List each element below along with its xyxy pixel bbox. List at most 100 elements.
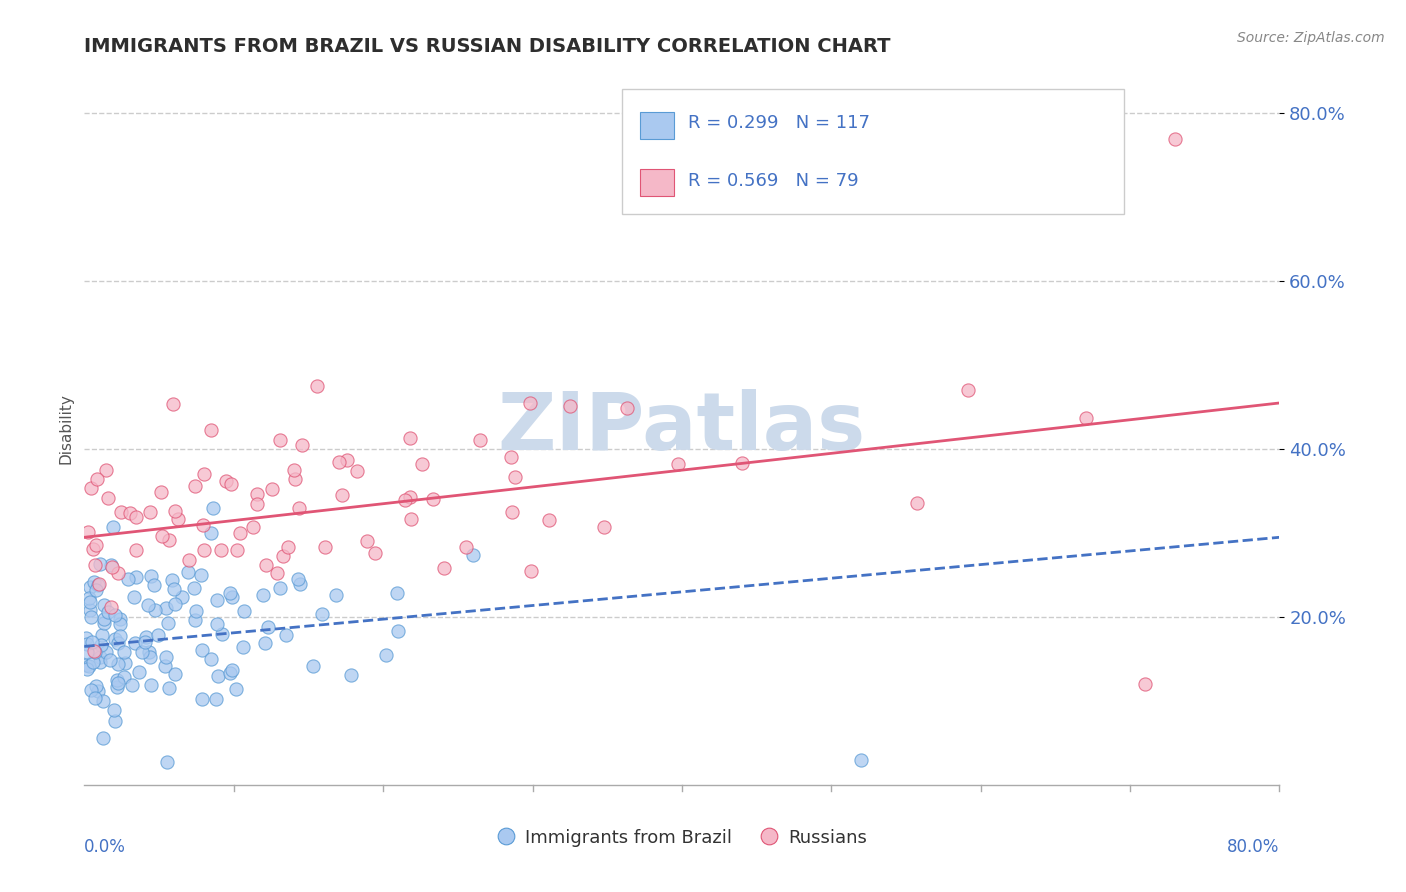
Point (411, 458, 433, 472)
Point (283, 463, 305, 477)
Point (124, 590, 146, 604)
Point (162, 397, 184, 411)
Point (957, 383, 980, 397)
Point (184, 479, 207, 493)
Point (205, 616, 228, 631)
Point (257, 620, 280, 634)
Point (139, 678, 162, 692)
Point (209, 542, 232, 557)
Point (519, 395, 541, 409)
Point (79, 580, 101, 594)
Point (89, 649, 111, 664)
Point (163, 597, 186, 611)
Point (97, 491, 120, 505)
Point (501, 505, 523, 519)
Legend: Immigrants from Brazil, Russians: Immigrants from Brazil, Russians (489, 821, 875, 855)
Point (387, 586, 409, 600)
Point (336, 453, 359, 467)
Point (98, 653, 121, 667)
Point (179, 553, 201, 567)
Point (101, 560, 124, 574)
Point (93, 612, 115, 626)
Point (108, 612, 131, 626)
Point (91, 628, 114, 642)
Point (103, 703, 125, 717)
Point (284, 472, 307, 486)
Point (112, 671, 135, 685)
Point (193, 467, 215, 481)
Point (191, 517, 214, 532)
Point (135, 630, 157, 644)
Point (346, 464, 368, 478)
Point (1074, 410, 1097, 425)
Point (75, 632, 97, 646)
Point (82, 541, 104, 556)
Point (260, 482, 283, 496)
Point (80, 610, 103, 624)
Point (190, 567, 212, 582)
Point (231, 640, 253, 654)
Point (851, 753, 873, 767)
Point (100, 600, 122, 615)
Point (104, 607, 127, 622)
Point (242, 520, 264, 534)
Point (254, 558, 277, 573)
Point (218, 666, 240, 681)
Point (328, 455, 350, 469)
Point (394, 493, 416, 508)
Point (107, 636, 129, 650)
Point (183, 581, 205, 595)
Point (160, 573, 183, 587)
Point (107, 657, 129, 672)
Point (86, 472, 108, 486)
Point (205, 692, 228, 706)
FancyBboxPatch shape (640, 112, 673, 139)
Point (114, 656, 136, 670)
Point (84, 679, 107, 693)
FancyBboxPatch shape (640, 169, 673, 196)
Point (229, 525, 252, 540)
Point (80, 682, 103, 697)
Point (201, 501, 224, 516)
Point (166, 512, 188, 526)
Point (87, 684, 110, 698)
Point (314, 540, 336, 554)
Point (157, 533, 180, 547)
Text: R = 0.299   N = 117: R = 0.299 N = 117 (688, 114, 870, 132)
Point (183, 614, 205, 628)
Point (153, 658, 176, 673)
Point (666, 457, 689, 471)
Point (155, 600, 177, 615)
Y-axis label: Disability: Disability (58, 392, 73, 464)
Point (233, 604, 256, 618)
Point (80, 634, 103, 648)
Point (252, 588, 274, 602)
Point (124, 635, 146, 649)
Point (253, 636, 276, 650)
Point (83, 645, 105, 659)
Point (269, 581, 291, 595)
Point (311, 607, 333, 621)
Point (340, 668, 363, 682)
Point (121, 678, 143, 692)
Point (155, 649, 177, 664)
Point (149, 484, 172, 499)
Point (76, 645, 98, 659)
Point (305, 379, 328, 393)
Point (100, 558, 122, 573)
Point (77, 525, 100, 540)
Point (363, 546, 385, 560)
Text: Source: ZipAtlas.com: Source: ZipAtlas.com (1237, 31, 1385, 45)
Point (288, 577, 311, 591)
Point (731, 456, 754, 470)
Point (87, 577, 110, 591)
Point (110, 616, 132, 631)
Point (91, 731, 114, 746)
Point (148, 628, 170, 642)
Point (325, 588, 347, 602)
Point (219, 477, 242, 491)
Point (84, 582, 107, 597)
Point (205, 593, 228, 607)
Point (215, 475, 238, 489)
Point (110, 505, 132, 519)
